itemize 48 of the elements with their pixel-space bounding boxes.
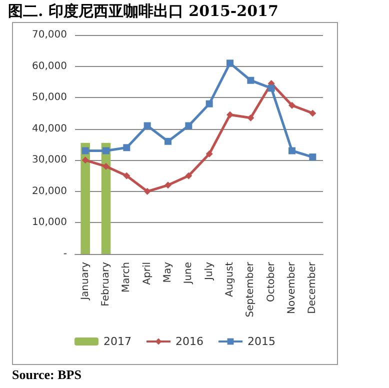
x-tick-label: July: [204, 262, 215, 281]
y-tick-label: 40,000: [32, 123, 67, 134]
x-tick-label: August: [224, 262, 236, 297]
point: [82, 147, 89, 154]
y-tick-label: 10,000: [32, 217, 67, 228]
legend-label: 2015: [247, 335, 276, 348]
point: [82, 156, 89, 164]
x-tick-label: December: [307, 261, 318, 314]
point: [288, 102, 296, 109]
point: [123, 172, 130, 180]
point: [144, 188, 151, 195]
source-note: Source: BPS: [12, 367, 82, 383]
point: [247, 76, 254, 84]
point: [206, 150, 213, 158]
point: [288, 147, 296, 154]
point: [102, 162, 110, 170]
x-tick-label: June: [183, 262, 194, 285]
y-tick-label: 60,000: [32, 60, 67, 72]
y-tick-label: -: [63, 248, 68, 260]
point: [206, 100, 213, 108]
point: [144, 122, 151, 130]
y-tick-label: 50,000: [32, 92, 67, 104]
point: [226, 111, 234, 118]
point: [123, 144, 130, 152]
y-tick-label: 70,000: [32, 30, 67, 40]
point: [164, 138, 172, 145]
point: [164, 182, 172, 189]
x-tick-label: February: [100, 262, 112, 306]
point: [309, 110, 316, 117]
point: [268, 84, 275, 92]
x-tick-label: October: [266, 261, 277, 302]
x-tick-label: November: [286, 261, 298, 314]
legend-label: 2016: [176, 335, 204, 348]
y-tick-label: 20,000: [32, 186, 67, 197]
point: [226, 60, 234, 67]
point: [247, 114, 254, 122]
x-tick-label: January: [80, 262, 91, 301]
y-tick-label: 30,000: [32, 154, 67, 166]
point: [102, 147, 110, 154]
point: [185, 172, 192, 180]
point: [185, 122, 192, 130]
x-tick-label: April: [142, 262, 153, 285]
x-tick-label: March: [121, 262, 132, 292]
x-tick-label: September: [245, 261, 256, 318]
point: [309, 154, 316, 161]
chart-title: 图二. 印度尼西亚咖啡出口 2015-2017: [8, 2, 278, 21]
x-tick-label: May: [162, 262, 174, 283]
legend-label: 2017: [104, 335, 132, 348]
